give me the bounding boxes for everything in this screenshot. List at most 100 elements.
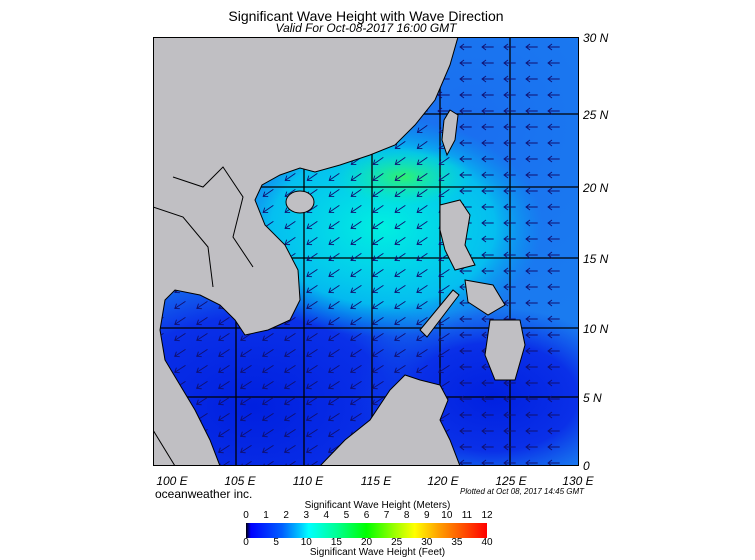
wave-arrow bbox=[328, 285, 340, 294]
wave-arrow bbox=[547, 107, 560, 115]
wave-arrow bbox=[459, 443, 472, 451]
wave-arrow bbox=[306, 349, 318, 358]
wave-arrow bbox=[481, 411, 494, 419]
colorbar-tick: 25 bbox=[391, 537, 403, 548]
wave-arrow bbox=[350, 333, 362, 342]
wave-arrow bbox=[284, 429, 296, 438]
wave-arrow bbox=[196, 301, 208, 310]
wave-arrow bbox=[503, 75, 516, 83]
wave-arrow bbox=[196, 349, 208, 358]
wave-arrow bbox=[306, 429, 318, 438]
colorbar-tick: 11 bbox=[461, 510, 473, 521]
colorbar-tick: 9 bbox=[423, 510, 430, 521]
wave-arrow bbox=[350, 173, 362, 182]
wave-arrow bbox=[306, 301, 318, 310]
wave-arrow bbox=[174, 333, 186, 342]
borneo bbox=[319, 374, 461, 466]
wave-arrow bbox=[503, 235, 516, 243]
wave-arrow bbox=[481, 267, 494, 275]
colorbar-tick: 12 bbox=[481, 510, 493, 521]
wave-arrow bbox=[547, 139, 560, 147]
wave-arrow bbox=[284, 365, 296, 374]
wave-arrow bbox=[328, 237, 340, 246]
wave-arrow bbox=[416, 189, 428, 198]
wave-arrow bbox=[481, 123, 494, 131]
wave-arrow bbox=[350, 285, 362, 294]
wave-arrow bbox=[328, 269, 340, 278]
wave-arrow bbox=[218, 397, 230, 406]
visayas bbox=[464, 279, 506, 316]
wave-arrow bbox=[481, 427, 494, 435]
wave-arrow bbox=[328, 349, 340, 358]
wave-arrow bbox=[394, 221, 406, 230]
wave-arrow bbox=[328, 429, 340, 438]
wave-arrow bbox=[372, 333, 384, 342]
wave-arrow bbox=[459, 43, 472, 51]
wave-arrow bbox=[284, 349, 296, 358]
wave-arrow bbox=[240, 349, 252, 358]
wave-arrow bbox=[350, 381, 362, 390]
wave-arrow bbox=[350, 301, 362, 310]
wave-arrow bbox=[262, 397, 274, 406]
wave-arrow bbox=[174, 301, 186, 310]
wave-arrow bbox=[284, 413, 296, 422]
wave-arrow bbox=[394, 285, 406, 294]
wave-arrow bbox=[547, 283, 560, 291]
wave-arrow bbox=[174, 349, 186, 358]
wave-arrow bbox=[240, 429, 252, 438]
palawan bbox=[419, 289, 460, 338]
wave-arrow bbox=[459, 139, 472, 147]
wave-arrow bbox=[306, 269, 318, 278]
wave-arrow bbox=[481, 235, 494, 243]
lon-label: 120 E bbox=[427, 474, 459, 488]
wave-arrow bbox=[328, 413, 340, 422]
wave-arrow bbox=[416, 173, 428, 182]
wave-arrow bbox=[437, 91, 450, 99]
wave-arrow bbox=[525, 379, 538, 387]
wave-arrow bbox=[372, 205, 384, 214]
wave-arrow bbox=[525, 427, 538, 435]
wave-arrow bbox=[547, 395, 560, 403]
wave-arrow bbox=[240, 365, 252, 374]
wave-arrow bbox=[328, 301, 340, 310]
wave-arrow bbox=[525, 155, 538, 163]
wave-arrow bbox=[262, 189, 274, 198]
wave-arrow bbox=[416, 349, 428, 358]
wave-arrow bbox=[416, 253, 428, 262]
wave-arrow bbox=[372, 221, 384, 230]
wave-arrow bbox=[372, 349, 384, 358]
wave-arrow bbox=[547, 347, 560, 355]
wave-arrow bbox=[503, 59, 516, 67]
wave-arrow bbox=[372, 397, 384, 406]
wave-arrow bbox=[372, 253, 384, 262]
wave-arrow bbox=[525, 171, 538, 179]
wave-arrow bbox=[547, 91, 560, 99]
wave-arrow bbox=[438, 269, 450, 278]
wave-arrow bbox=[525, 395, 538, 403]
colorbar-tick: 10 bbox=[441, 510, 453, 521]
wave-arrow bbox=[394, 349, 406, 358]
wave-arrow bbox=[394, 317, 406, 326]
wave-arrow bbox=[350, 413, 362, 422]
wave-arrow bbox=[481, 251, 494, 259]
wave-arrow bbox=[481, 203, 494, 211]
colorbar-tick: 40 bbox=[481, 537, 493, 548]
wave-arrow bbox=[481, 187, 494, 195]
wave-arrow bbox=[525, 75, 538, 83]
wave-arrow bbox=[459, 363, 472, 371]
wave-arrow bbox=[196, 365, 208, 374]
wave-arrow bbox=[503, 43, 516, 51]
wave-arrow bbox=[525, 187, 538, 195]
wave-arrow bbox=[525, 347, 538, 355]
wave-arrow bbox=[481, 219, 494, 227]
wave-arrow bbox=[525, 251, 538, 259]
wave-arrow bbox=[350, 349, 362, 358]
wave-arrow bbox=[547, 59, 560, 67]
wave-arrow bbox=[328, 205, 340, 214]
wave-arrow bbox=[372, 301, 384, 310]
wave-arrow bbox=[547, 363, 560, 371]
colorbar-tick: 5 bbox=[343, 510, 350, 521]
wave-arrow bbox=[503, 139, 516, 147]
wave-arrow bbox=[218, 445, 230, 454]
wave-arrow bbox=[459, 107, 472, 115]
